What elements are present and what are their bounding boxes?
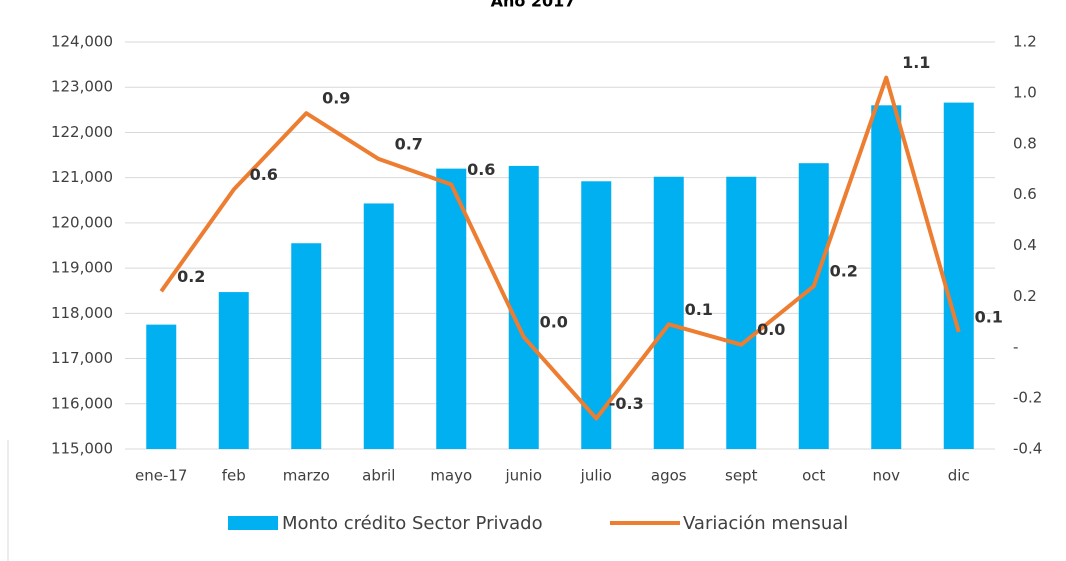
y-tick-label: 116,000 [51, 394, 113, 412]
x-tick-label: julio [580, 467, 612, 485]
data-label: 0.0 [540, 313, 568, 332]
y-tick-label: 119,000 [51, 259, 113, 277]
data-label: 0.1 [685, 300, 713, 319]
y2-tick-label: 0.4 [1013, 236, 1037, 254]
y-tick-label: 120,000 [51, 213, 113, 231]
data-label: 1.1 [902, 53, 930, 72]
bar [363, 203, 394, 449]
bar [508, 165, 539, 450]
data-label: 0.2 [830, 262, 858, 281]
x-tick-label: abril [362, 467, 395, 485]
data-label: 0.7 [395, 135, 423, 154]
legend-label: Variación mensual [683, 513, 848, 534]
x-tick-label: marzo [283, 467, 330, 485]
y-tick-label: 115,000 [51, 440, 113, 458]
y2-tick-label: - [1013, 338, 1018, 356]
y2-tick-label: 0.8 [1013, 134, 1037, 152]
chart-title: Año 2017 [491, 0, 576, 11]
y2-tick-label: 0.6 [1013, 185, 1037, 203]
y-tick-label: 122,000 [51, 123, 113, 141]
bar [943, 102, 974, 449]
y2-tick-label: -0.4 [1013, 440, 1042, 458]
y2-tick-label: 1.0 [1013, 83, 1037, 101]
bar [218, 292, 249, 449]
data-label: 0.6 [250, 165, 278, 184]
x-tick-label: feb [222, 467, 246, 485]
bar [291, 243, 322, 449]
y-tick-label: 117,000 [51, 349, 113, 367]
x-tick-label: agos [651, 467, 687, 485]
bar [653, 176, 684, 450]
y-tick-label: 121,000 [51, 168, 113, 186]
x-tick-label: junio [504, 467, 542, 485]
data-label: 0.1 [975, 307, 1003, 326]
data-label: -0.3 [609, 394, 644, 413]
bar [436, 168, 467, 449]
y2-tick-label: 0.2 [1013, 287, 1037, 305]
data-label: 0.0 [757, 320, 785, 339]
x-tick-label: nov [872, 467, 900, 485]
data-label: 0.6 [467, 160, 495, 179]
x-tick-label: sept [725, 467, 758, 485]
y2-tick-label: 1.2 [1013, 33, 1037, 51]
bar [726, 176, 757, 450]
bar [798, 163, 829, 449]
y-tick-label: 123,000 [51, 78, 113, 96]
x-tick-label: mayo [430, 467, 472, 485]
y-tick-label: 118,000 [51, 304, 113, 322]
x-tick-label: dic [948, 467, 970, 485]
legend-label: Monto crédito Sector Privado [282, 513, 543, 534]
data-label: 0.9 [322, 89, 350, 108]
line [159, 75, 961, 421]
data-label: 0.2 [177, 267, 205, 286]
bar [146, 324, 177, 449]
x-tick-label: ene-17 [135, 467, 187, 485]
y2-tick-label: -0.2 [1013, 389, 1042, 407]
y-tick-label: 124,000 [51, 33, 113, 51]
legend-swatch [228, 516, 278, 530]
bar [871, 105, 902, 450]
x-tick-label: oct [802, 467, 825, 485]
